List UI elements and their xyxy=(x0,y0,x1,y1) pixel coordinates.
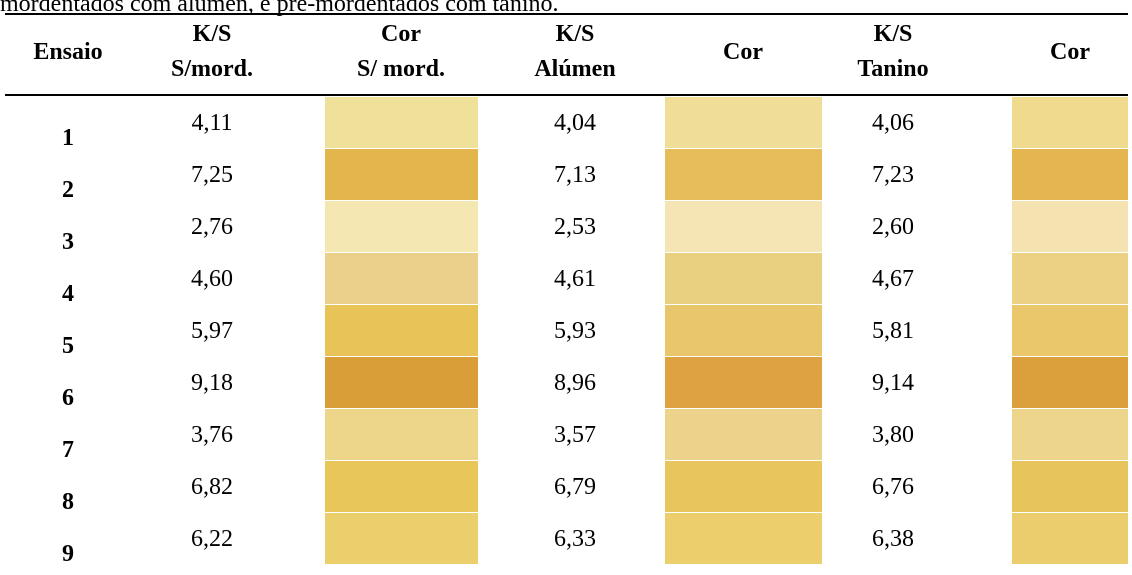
column-header: Cor xyxy=(723,40,763,64)
cell-value: 2,76 xyxy=(191,215,233,239)
row-label: 3 xyxy=(62,230,74,254)
color-swatch xyxy=(325,461,478,512)
color-swatch xyxy=(325,97,478,148)
color-swatch xyxy=(1012,357,1128,408)
cell-value: 4,06 xyxy=(872,111,914,135)
cell-value: 8,96 xyxy=(554,371,596,395)
column-header: Cor xyxy=(381,22,421,46)
column-header: Alúmen xyxy=(534,57,615,81)
color-swatch xyxy=(325,513,478,564)
cell-value: 6,79 xyxy=(554,475,596,499)
color-swatch xyxy=(1012,513,1128,564)
cell-value: 6,33 xyxy=(554,527,596,551)
cell-value: 6,38 xyxy=(872,527,914,551)
column-header: K/S xyxy=(556,22,595,46)
cell-value: 6,82 xyxy=(191,475,233,499)
cell-value: 6,76 xyxy=(872,475,914,499)
column-header: S/ mord. xyxy=(357,57,445,81)
cell-value: 6,22 xyxy=(191,527,233,551)
row-label: 6 xyxy=(62,386,74,410)
color-swatch xyxy=(665,409,822,460)
color-swatch xyxy=(665,357,822,408)
cell-value: 4,60 xyxy=(191,267,233,291)
cell-value: 5,97 xyxy=(191,319,233,343)
color-swatch xyxy=(665,97,822,148)
header-rule xyxy=(5,94,1128,96)
row-label: 8 xyxy=(62,490,74,514)
color-swatch xyxy=(1012,149,1128,200)
color-swatch xyxy=(665,201,822,252)
color-swatch xyxy=(665,461,822,512)
color-swatch xyxy=(1012,409,1128,460)
color-swatch xyxy=(665,513,822,564)
color-swatch xyxy=(325,201,478,252)
column-header: Cor xyxy=(1050,40,1090,64)
column-header: K/S xyxy=(874,22,913,46)
cell-value: 2,60 xyxy=(872,215,914,239)
row-label: 1 xyxy=(62,126,74,150)
cell-value: 4,04 xyxy=(554,111,596,135)
color-swatch xyxy=(325,409,478,460)
cell-value: 2,53 xyxy=(554,215,596,239)
document: mordentados com alúmen, e pré-mordentado… xyxy=(0,0,1132,575)
row-label: 7 xyxy=(62,438,74,462)
color-swatch xyxy=(1012,305,1128,356)
cell-value: 4,11 xyxy=(191,111,232,135)
row-label: 2 xyxy=(62,178,74,202)
color-swatch xyxy=(325,253,478,304)
cell-value: 4,61 xyxy=(554,267,596,291)
column-header: Ensaio xyxy=(33,40,102,64)
cell-value: 7,25 xyxy=(191,163,233,187)
cell-value: 3,76 xyxy=(191,423,233,447)
top-rule xyxy=(5,13,1128,15)
cell-value: 7,13 xyxy=(554,163,596,187)
cell-value: 7,23 xyxy=(872,163,914,187)
color-swatch xyxy=(325,357,478,408)
column-header: Tanino xyxy=(857,57,928,81)
color-swatch xyxy=(1012,461,1128,512)
column-header: K/S xyxy=(193,22,232,46)
cell-value: 3,80 xyxy=(872,423,914,447)
cell-value: 9,18 xyxy=(191,371,233,395)
cell-value: 9,14 xyxy=(872,371,914,395)
color-swatch xyxy=(1012,201,1128,252)
cell-value: 5,81 xyxy=(872,319,914,343)
color-swatch xyxy=(325,305,478,356)
color-swatch xyxy=(325,149,478,200)
color-swatch xyxy=(1012,97,1128,148)
color-swatch xyxy=(665,149,822,200)
color-swatch xyxy=(1012,253,1128,304)
column-header: S/mord. xyxy=(171,57,253,81)
cell-value: 5,93 xyxy=(554,319,596,343)
row-label: 4 xyxy=(62,282,74,306)
color-swatch xyxy=(665,305,822,356)
row-label: 5 xyxy=(62,334,74,358)
cell-value: 3,57 xyxy=(554,423,596,447)
row-label: 9 xyxy=(62,542,74,566)
cell-value: 4,67 xyxy=(872,267,914,291)
color-swatch xyxy=(665,253,822,304)
